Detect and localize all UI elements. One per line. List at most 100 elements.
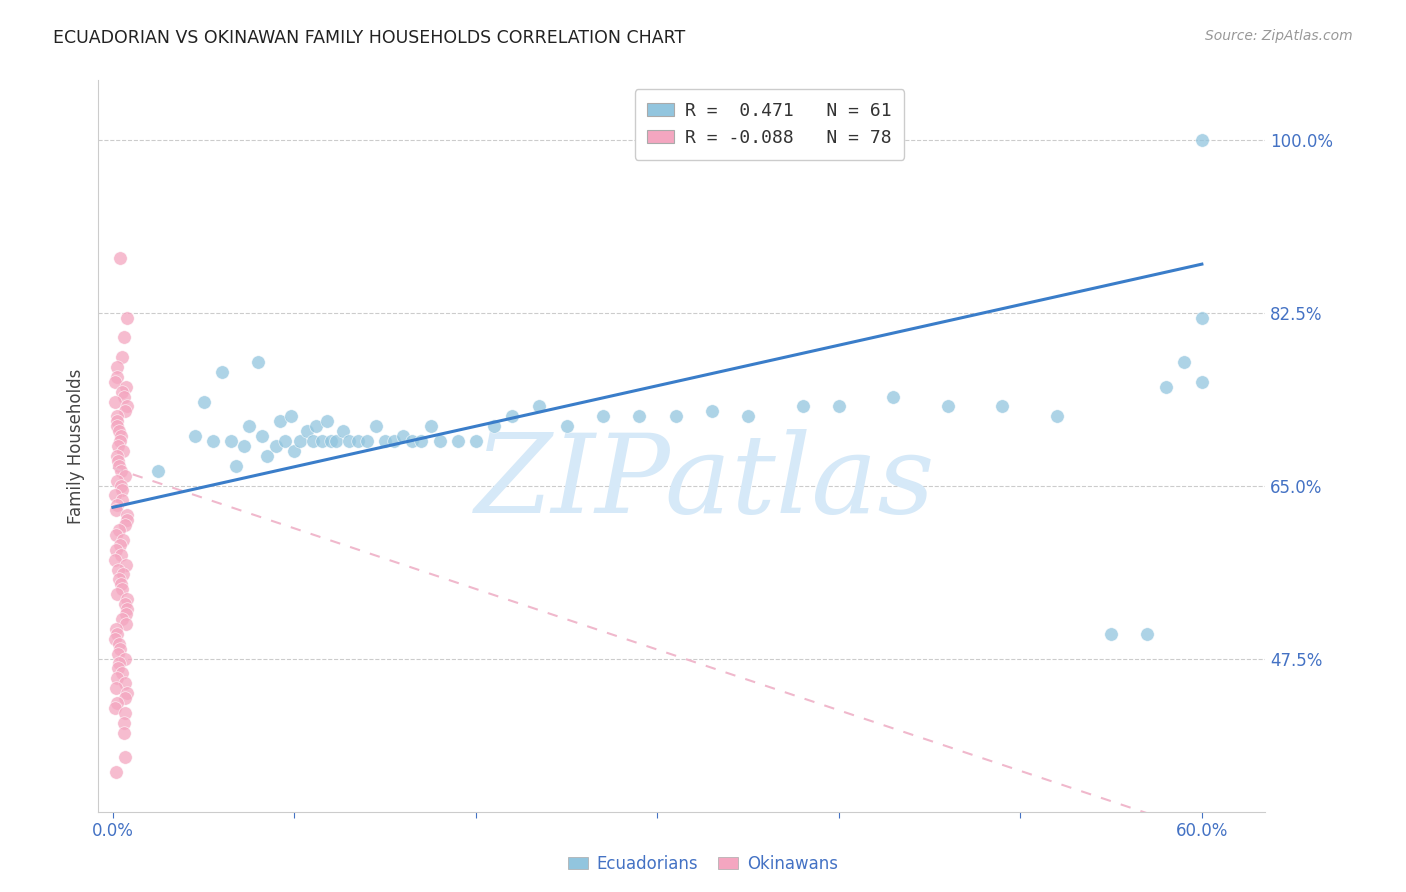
Point [104,488,127,502]
Point [107,573,129,587]
Point [111,384,134,399]
Point [274,434,297,448]
Point [280,409,302,424]
Point [105,369,128,384]
Point [110,429,132,443]
Point [107,424,129,438]
Point [112,725,135,739]
Point [115,616,138,631]
Point [374,434,396,448]
Point [447,434,470,448]
Point [112,330,135,344]
Point [107,409,129,424]
Text: ZIPatlas: ZIPatlas [475,429,935,536]
Point [664,409,686,424]
Point [104,632,127,646]
Point [364,419,387,434]
Point [1191,375,1213,389]
Point [112,567,135,582]
Point [316,414,339,428]
Point [105,449,128,463]
Point [419,419,441,434]
Point [115,508,138,523]
Point [737,409,759,424]
Point [108,657,131,671]
Point [401,434,423,448]
Point [114,597,136,611]
Point [114,676,136,690]
Point [104,528,127,542]
Point [108,641,131,656]
Point [501,409,523,424]
Point [111,582,134,597]
Point [1173,355,1195,369]
Point [114,468,136,483]
Point [107,647,129,661]
Point [392,429,415,443]
Point [114,518,136,533]
Point [356,434,378,448]
Point [1136,627,1159,641]
Point [111,350,134,364]
Point [108,637,131,651]
Point [828,400,851,414]
Point [628,409,651,424]
Point [114,651,136,665]
Point [110,464,132,478]
Point [105,542,128,557]
Point [115,592,138,607]
Point [107,454,129,468]
Point [347,434,370,448]
Point [105,414,128,428]
Point [112,715,135,730]
Point [1154,380,1177,394]
Point [1099,627,1122,641]
Point [219,434,242,448]
Point [991,400,1014,414]
Point [110,434,132,448]
Point [201,434,224,448]
Point [104,622,127,636]
Point [105,696,128,710]
Point [250,429,273,443]
Point [105,627,128,641]
Point [104,552,127,566]
Point [411,434,433,448]
Point [105,498,128,512]
Point [305,419,328,434]
Point [482,419,505,434]
Point [104,394,127,409]
Point [295,424,318,438]
Point [429,434,451,448]
Text: Source: ZipAtlas.com: Source: ZipAtlas.com [1205,29,1353,43]
Point [148,464,170,478]
Point [337,434,360,448]
Text: ECUADORIAN VS OKINAWAN FAMILY HOUSEHOLDS CORRELATION CHART: ECUADORIAN VS OKINAWAN FAMILY HOUSEHOLDS… [53,29,686,46]
Point [238,419,260,434]
Point [247,355,270,369]
Point [104,765,127,780]
Point [111,612,134,626]
Point [114,706,136,720]
Point [792,400,814,414]
Y-axis label: Family Households: Family Households [66,368,84,524]
Point [110,577,132,591]
Point [311,434,333,448]
Point [555,419,578,434]
Point [108,458,131,473]
Point [114,750,136,764]
Point [111,493,134,508]
Point [104,701,127,715]
Point [107,439,129,453]
Point [256,449,278,463]
Point [319,434,342,448]
Point [105,671,128,685]
Point [301,434,323,448]
Point [332,424,354,438]
Point [111,666,134,681]
Point [104,375,127,389]
Point [266,439,288,453]
Point [107,661,129,675]
Point [115,558,138,572]
Point [115,602,138,616]
